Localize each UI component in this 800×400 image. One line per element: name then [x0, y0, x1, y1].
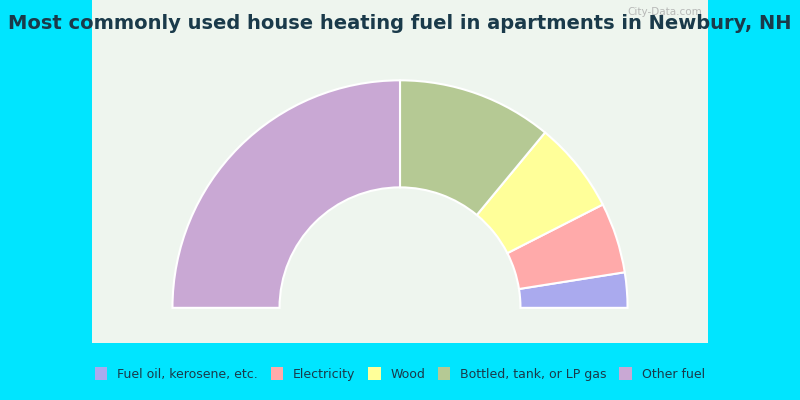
Wedge shape — [477, 132, 602, 253]
Wedge shape — [173, 80, 400, 308]
Text: Most commonly used house heating fuel in apartments in Newbury, NH: Most commonly used house heating fuel in… — [8, 14, 792, 33]
Wedge shape — [400, 80, 545, 215]
Wedge shape — [519, 272, 627, 308]
Legend: Fuel oil, kerosene, etc., Electricity, Wood, Bottled, tank, or LP gas, Other fue: Fuel oil, kerosene, etc., Electricity, W… — [90, 362, 710, 386]
Text: City-Data.com: City-Data.com — [627, 7, 702, 17]
Wedge shape — [507, 204, 625, 289]
